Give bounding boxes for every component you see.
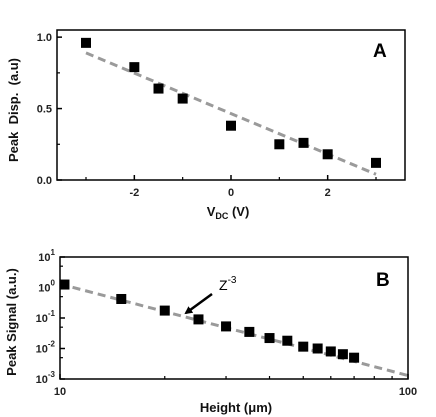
panel-b-y-axis-title: Peak Signal (a.u.) [4,268,19,376]
panel-b-data-point [159,305,170,316]
panel-a-y-tick-label: 1.0 [37,32,52,44]
panel-b-xlabel-tail: m) [256,400,272,415]
panel-a-data-point [153,83,164,94]
panel-b-x-axis-title: Height (μm) [200,400,272,415]
panel-b-y-tick-label: 101 [38,248,55,264]
panel-a-x-tick-label: 2 [325,187,331,199]
panel-a-data-point [177,93,188,104]
panel-a-xlabel-unit: (V) [228,204,249,219]
annotation-arrow [184,292,213,315]
panel-a-data-point [298,137,309,148]
panel-b-data-point [193,314,204,325]
panel-a-xlabel-main: V [207,204,216,219]
panel-b-y-tick-label: 10-1 [36,309,56,325]
annotation-exponent: -3 [228,275,237,286]
panel-a-y-axis-title: Peak Disp. (a.u) [6,58,21,162]
panel-b-data-point [116,293,127,304]
panel-a: -2 0 2 0.0 0.5 1.0 A VDC (V) Peak Disp. (a.u) [6,29,406,221]
panel-b: 10 100 101 100 10-1 10-2 10-3 B Z-3 Height (μm… [4,248,417,415]
panel-a-data-point [226,120,236,131]
panel-b-data-point [325,346,336,357]
panel-a-xlabel-sub: DC [215,211,228,221]
panel-a-y-tick-label: 0.5 [37,104,52,116]
panel-a-x-axis-title: VDC (V) [207,204,250,221]
panel-a-data-point [274,139,285,150]
panel-b-xlabel-mu: μ [248,400,256,415]
panel-a-data-point [371,157,381,168]
panel-a-data-point [129,62,140,73]
panel-b-data-point [298,341,309,352]
panel-a-x-tick-label: -2 [129,187,139,199]
panel-b-x-tick-label: 100 [399,386,417,398]
panel-b-data-point [221,321,232,332]
panel-b-x-tick-label: 10 [54,386,66,398]
panel-b-xlabel-main: Height ( [200,400,249,415]
z-power-annotation: Z-3 [219,275,237,293]
panel-b-y-tick-label: 100 [38,279,55,295]
panel-b-data-point [349,352,360,363]
panel-a-label: A [373,41,387,62]
panel-a-data-point [322,149,333,160]
panel-b-data-point [59,279,70,290]
panel-b-data-point [312,343,323,354]
panel-b-data-point [264,333,275,344]
panel-b-data-point [244,326,255,337]
panel-b-label: B [376,270,390,291]
annotation-base: Z [219,277,228,293]
panel-a-y-tick-label: 0.0 [37,175,52,187]
panel-b-data-point [282,335,293,346]
panel-b-y-tick-label: 10-3 [36,370,56,386]
panel-a-data-point [81,37,91,48]
panel-a-plot-frame [56,29,406,181]
panel-b-data-point [337,349,348,360]
panel-b-y-tick-label: 10-2 [36,340,56,356]
panel-a-x-tick-label: 0 [228,187,234,199]
